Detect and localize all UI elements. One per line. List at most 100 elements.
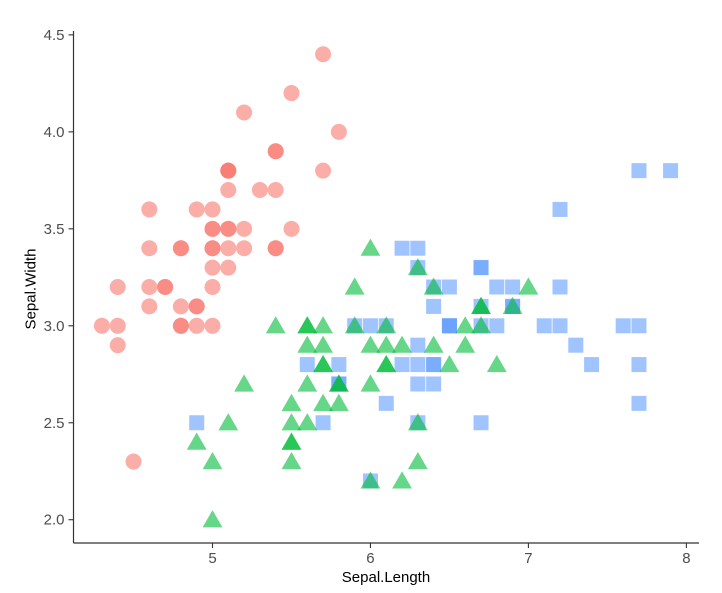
data-point-square [189,415,205,431]
data-point-triangle [202,510,223,528]
data-point-triangle [360,471,381,489]
data-point-circle [204,201,221,218]
y-tick-label: 2.5 [44,415,65,432]
data-point-circle [157,279,174,295]
data-point-square [473,260,489,276]
y-axis-title: Sepal.Width [22,248,40,330]
data-point-square [378,395,394,411]
data-point-square [426,376,442,392]
data-point-square [473,415,489,431]
data-point-circle [236,240,253,257]
data-point-triangle [297,413,318,431]
data-point-triangle [297,316,318,334]
data-point-square [441,279,457,295]
data-point-square [441,318,457,334]
data-point-triangle [392,471,412,489]
data-point-triangle [376,354,397,373]
data-point-triangle [360,335,381,353]
data-point-triangle [344,277,365,295]
data-point-circle [204,240,221,257]
data-point-circle [188,201,205,218]
data-point-triangle [265,316,286,334]
data-point-circle [330,123,347,140]
data-point-square [552,279,568,295]
data-point-circle [204,279,221,295]
data-point-circle [109,279,126,295]
data-point-triangle [471,296,491,314]
data-point-triangle [471,316,491,334]
data-point-circle [188,298,205,315]
data-point-circle [141,240,158,257]
data-point-square [410,337,426,353]
data-point-square [331,357,347,373]
data-point-square [568,337,584,353]
data-point-square [410,240,426,256]
data-point-circle [172,240,189,257]
data-point-circle [141,201,158,218]
data-point-square [615,318,631,334]
y-tick-label: 3.5 [44,221,65,238]
data-point-square [536,318,552,334]
data-point-triangle [313,335,333,353]
data-point-circle [267,240,284,257]
data-point-triangle [360,374,381,392]
y-tick-label: 4.0 [44,124,65,141]
data-point-circle [204,259,221,276]
data-point-square [505,279,521,295]
y-tick-label: 2.0 [44,512,65,529]
data-point-circle [141,279,158,295]
data-point-square [426,298,442,314]
data-point-circle [188,317,205,334]
data-point-circle [267,182,284,199]
data-point-triangle [407,258,428,276]
data-point-triangle [313,316,333,334]
data-point-circle [283,220,300,237]
data-point-square [299,357,315,373]
data-point-square [394,240,410,256]
data-point-triangle [344,316,365,334]
data-point-square [410,357,426,373]
data-point-circle [220,220,237,237]
data-point-circle [172,317,189,334]
data-point-square [631,163,647,179]
data-point-triangle [407,413,428,431]
data-point-triangle [281,451,302,470]
data-point-triangle [502,296,523,314]
data-point-triangle [518,277,539,295]
data-point-square [552,318,568,334]
data-point-circle [220,182,237,199]
data-point-circle [109,317,126,334]
data-point-triangle [281,413,302,431]
data-point-circle [220,259,237,276]
data-point-circle [220,162,237,179]
data-point-circle [172,298,189,315]
data-point-triangle [455,316,476,334]
data-point-square [489,318,505,334]
data-point-triangle [313,354,333,373]
data-point-circle [93,317,110,334]
data-point-circle [125,453,142,470]
data-point-triangle [376,316,397,334]
x-tick-label: 5 [208,550,216,567]
data-point-square [410,376,426,392]
data-point-square [315,415,331,431]
data-point-triangle [423,335,444,353]
data-point-triangle [297,374,318,392]
data-point-circle [204,220,221,237]
data-point-triangle [486,354,507,373]
data-point-square [631,357,647,373]
data-point-triangle [313,393,333,411]
data-point-square [394,357,410,373]
data-point-square [362,318,378,334]
data-point-square [631,395,647,411]
data-point-triangle [281,432,302,450]
data-point-triangle [423,277,444,295]
x-tick-label: 8 [682,550,690,567]
data-point-triangle [328,393,349,411]
data-point-square [552,201,568,217]
y-tick-label: 4.5 [44,27,65,44]
data-point-square [584,357,600,373]
x-tick-label: 6 [366,550,374,567]
data-point-triangle [297,335,318,353]
